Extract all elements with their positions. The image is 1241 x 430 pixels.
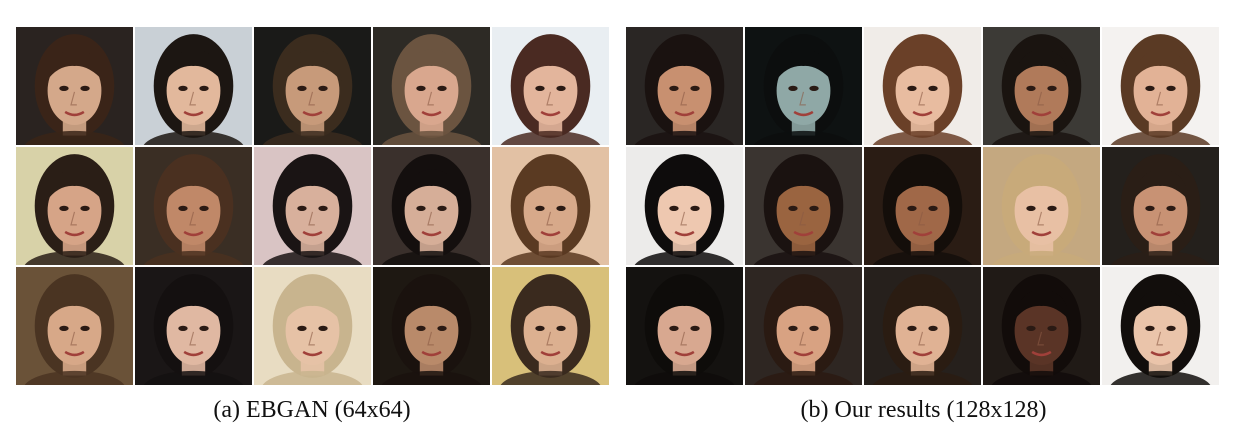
- face-image: [864, 147, 981, 265]
- face-thumbnail: [373, 267, 490, 385]
- face-image: [1102, 27, 1219, 145]
- face-thumbnail: [135, 27, 252, 145]
- face-thumbnail: [135, 147, 252, 265]
- face-thumbnail: [1102, 147, 1219, 265]
- face-image: [373, 147, 490, 265]
- face-image: [745, 147, 862, 265]
- face-image: [492, 267, 609, 385]
- panel-our-results: [626, 27, 1219, 385]
- face-thumbnail: [1102, 267, 1219, 385]
- face-grid-ebgan: [16, 27, 609, 385]
- face-thumbnail: [745, 147, 862, 265]
- face-thumbnail: [745, 267, 862, 385]
- face-thumbnail: [864, 147, 981, 265]
- face-image: [1102, 147, 1219, 265]
- face-grid-our-results: [626, 27, 1219, 385]
- face-thumbnail: [492, 147, 609, 265]
- face-thumbnail: [135, 267, 252, 385]
- face-image: [254, 147, 371, 265]
- face-thumbnail: [983, 147, 1100, 265]
- face-thumbnail: [626, 267, 743, 385]
- face-thumbnail: [254, 267, 371, 385]
- face-image: [373, 267, 490, 385]
- face-thumbnail: [492, 27, 609, 145]
- face-thumbnail: [492, 267, 609, 385]
- face-thumbnail: [626, 27, 743, 145]
- face-thumbnail: [745, 27, 862, 145]
- face-image: [864, 267, 981, 385]
- face-image: [626, 147, 743, 265]
- face-thumbnail: [983, 267, 1100, 385]
- face-image: [135, 27, 252, 145]
- face-image: [626, 27, 743, 145]
- face-thumbnail: [254, 147, 371, 265]
- face-image: [983, 147, 1100, 265]
- face-image: [16, 27, 133, 145]
- face-image: [745, 27, 862, 145]
- caption-our-results: (b) Our results (128x128): [800, 397, 1047, 423]
- face-image: [254, 27, 371, 145]
- face-thumbnail: [626, 147, 743, 265]
- face-image: [16, 147, 133, 265]
- face-image: [983, 27, 1100, 145]
- face-thumbnail: [1102, 27, 1219, 145]
- caption-ebgan: (a) EBGAN (64x64): [213, 397, 411, 423]
- face-image: [1102, 267, 1219, 385]
- face-image: [373, 27, 490, 145]
- face-image: [983, 267, 1100, 385]
- face-thumbnail: [16, 27, 133, 145]
- face-image: [864, 27, 981, 145]
- face-image: [745, 267, 862, 385]
- face-thumbnail: [16, 147, 133, 265]
- panel-ebgan: [16, 27, 609, 385]
- face-thumbnail: [254, 27, 371, 145]
- face-image: [254, 267, 371, 385]
- face-thumbnail: [373, 147, 490, 265]
- face-image: [492, 147, 609, 265]
- face-image: [492, 27, 609, 145]
- face-image: [16, 267, 133, 385]
- face-image: [135, 147, 252, 265]
- face-thumbnail: [16, 267, 133, 385]
- face-thumbnail: [983, 27, 1100, 145]
- face-image: [626, 267, 743, 385]
- face-thumbnail: [864, 27, 981, 145]
- face-thumbnail: [373, 27, 490, 145]
- face-thumbnail: [864, 267, 981, 385]
- face-image: [135, 267, 252, 385]
